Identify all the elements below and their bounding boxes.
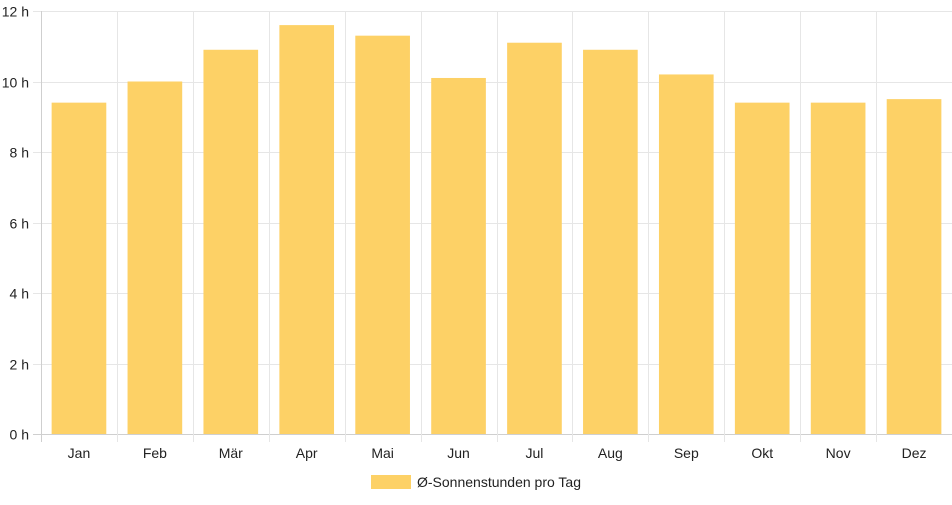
bars-layer <box>51 25 942 435</box>
grid-layer <box>33 11 952 442</box>
y-tick-label: 6 h <box>10 216 29 232</box>
x-tick-label: Jan <box>68 445 91 461</box>
x-tick-label: Jun <box>447 445 470 461</box>
y-axis-ticks: 0 h 2 h 4 h 6 h 8 h 10 h 12 h <box>2 4 29 443</box>
x-tick-label: Sep <box>674 445 699 461</box>
bar-jan <box>51 102 107 435</box>
bar-feb <box>127 81 183 434</box>
bar-mai <box>355 35 410 435</box>
bar-sep <box>658 74 714 434</box>
y-tick-label: 0 h <box>10 427 29 443</box>
x-tick-label: Nov <box>826 445 851 461</box>
bar-dez <box>886 99 942 434</box>
x-tick-label: Apr <box>296 445 318 461</box>
x-tick-label: Okt <box>751 445 773 461</box>
y-tick-label: 4 h <box>10 286 29 302</box>
y-tick-label: 2 h <box>10 357 29 373</box>
bar-aug <box>583 49 638 435</box>
y-tick-label: 10 h <box>2 75 29 91</box>
bar-mär <box>203 49 259 435</box>
bar-apr <box>279 25 335 434</box>
y-tick-label: 12 h <box>2 4 29 20</box>
x-tick-label: Mai <box>371 445 394 461</box>
y-tick-label: 8 h <box>10 145 29 161</box>
legend-swatch <box>371 475 411 489</box>
bar-jul <box>507 42 562 434</box>
x-tick-label: Mär <box>219 445 243 461</box>
bar-okt <box>734 102 790 435</box>
bar-jun <box>431 77 486 434</box>
x-tick-label: Jul <box>526 445 544 461</box>
x-tick-label: Aug <box>598 445 623 461</box>
x-axis-ticks: Jan Feb Mär Apr Mai Jun Jul Aug Sep Okt Nov Dez <box>68 445 927 461</box>
x-tick-label: Feb <box>143 445 167 461</box>
legend-label: Ø-Sonnenstunden pro Tag <box>417 474 581 490</box>
x-tick-label: Dez <box>902 445 927 461</box>
bar-nov <box>810 102 866 435</box>
legend[interactable]: Ø-Sonnenstunden pro Tag <box>371 474 581 490</box>
